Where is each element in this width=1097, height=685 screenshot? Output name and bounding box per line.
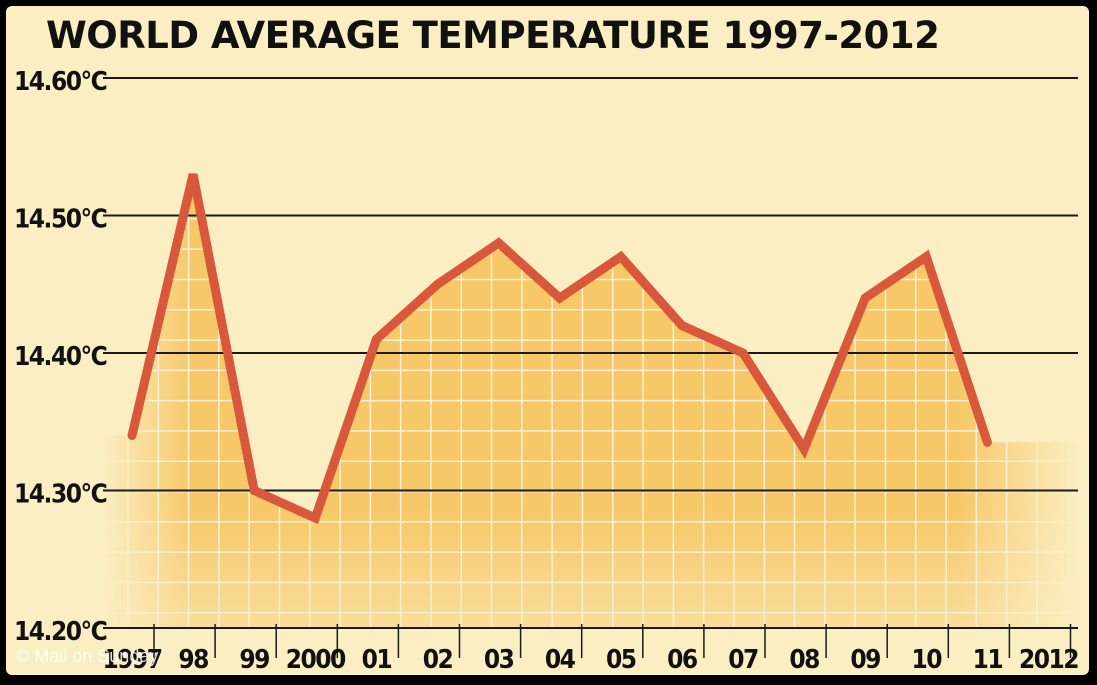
chart-frame: 14.20°C 14.30°C 14.40°C 14.50°C 14.60°C 1997… — [6, 6, 1089, 675]
area-fade-bottom — [103, 506, 1078, 628]
data-point — [498, 242, 500, 244]
data-point — [864, 297, 866, 299]
data-point — [925, 256, 927, 258]
x-tick-label: 2000 — [286, 645, 346, 675]
y-tick-label: 14.30°C — [14, 480, 107, 510]
data-point — [620, 256, 622, 258]
chart-title: WORLD AVERAGE TEMPERATURE 1997-2012 — [46, 14, 940, 57]
copyright-credit: © Mail on Sunday — [16, 646, 159, 666]
x-tick-label: 98 — [178, 645, 208, 675]
line-chart: 14.20°C 14.30°C 14.40°C 14.50°C 14.60°C 1997… — [14, 67, 1080, 675]
data-point — [192, 173, 194, 175]
x-tick-label: 2012 — [1019, 645, 1078, 675]
x-tick-label: 09 — [850, 645, 880, 675]
data-point — [681, 325, 683, 326]
data-point — [131, 435, 133, 436]
data-point — [559, 297, 561, 299]
x-tick-label: 05 — [606, 645, 636, 675]
y-tick-label: 14.40°C — [14, 342, 107, 372]
data-point — [437, 283, 438, 285]
data-point — [986, 441, 988, 443]
data-point — [314, 517, 316, 519]
x-tick-label: 02 — [423, 645, 453, 675]
x-tick-label: 01 — [362, 645, 392, 675]
y-tick-label: 14.50°C — [14, 205, 107, 235]
x-tick-label: 04 — [545, 645, 576, 675]
x-tick-label: 10 — [912, 645, 943, 675]
x-tick-label: 11 — [973, 645, 1003, 675]
y-tick-label: 14.20°C — [14, 617, 107, 647]
data-point — [375, 338, 377, 340]
x-tick-label: 08 — [789, 645, 819, 675]
x-tick-label: 1997 — [102, 645, 161, 675]
y-tick-label: 14.60°C — [14, 67, 107, 97]
x-tick-label: 03 — [484, 645, 514, 675]
x-tick-label: 06 — [667, 645, 698, 675]
x-tick-label: 07 — [728, 645, 758, 675]
data-point — [742, 352, 744, 354]
data-point — [803, 448, 805, 450]
data-point — [253, 490, 255, 491]
x-tick-label: 99 — [239, 645, 269, 675]
